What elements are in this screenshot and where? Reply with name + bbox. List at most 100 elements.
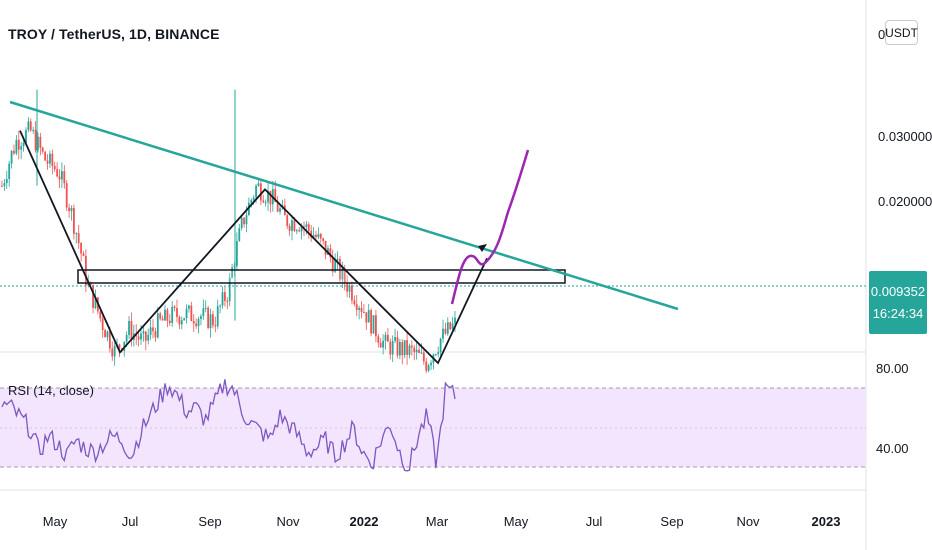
time-tick-label: 2023 — [812, 514, 841, 529]
candle-body — [202, 308, 205, 317]
candle-body — [106, 331, 109, 338]
candle-body — [303, 226, 305, 228]
candle-body — [276, 201, 279, 212]
candle-body — [27, 121, 30, 130]
countdown-timer: 16:24:34 — [872, 305, 924, 321]
candle-body — [17, 139, 20, 150]
candle-body — [355, 304, 358, 310]
candle-body — [439, 338, 442, 353]
candle-body — [375, 315, 377, 337]
price-axis[interactable]: 0.030000 0.020000 0 — [878, 27, 932, 209]
candle-body — [293, 220, 296, 232]
chart-title: TROY / TetherUS, 1D, BINANCE — [8, 26, 220, 42]
candle-body — [164, 309, 166, 321]
candle-body — [250, 199, 253, 203]
wave-pattern-drawing[interactable] — [19, 130, 488, 365]
candle-body — [149, 327, 152, 335]
candle-body — [32, 129, 35, 131]
candle-body — [238, 228, 241, 242]
candle-body — [44, 151, 47, 161]
candle-body — [430, 362, 432, 366]
candle-body — [176, 308, 178, 317]
candle-body — [61, 171, 63, 180]
candle-body — [22, 142, 25, 147]
time-tick-label: 2022 — [350, 514, 379, 529]
candle-body — [63, 171, 66, 184]
time-tick-label: Nov — [276, 514, 300, 529]
candle-body — [389, 341, 392, 355]
candle-body — [305, 224, 308, 228]
candle-body — [298, 230, 301, 232]
candle-body — [243, 217, 245, 225]
candle-body — [108, 331, 111, 349]
currency-button[interactable]: USDT — [885, 20, 918, 45]
candle-body — [73, 207, 75, 234]
candle-body — [197, 318, 200, 327]
candle-body — [130, 320, 133, 340]
candle-body — [339, 258, 341, 280]
candle-body — [401, 342, 404, 356]
candle-body — [188, 305, 190, 309]
candle-body — [235, 241, 238, 267]
candle-body — [70, 207, 73, 212]
candle-body — [454, 317, 456, 324]
support-zone[interactable] — [77, 269, 566, 284]
candle-body — [240, 217, 243, 229]
candle-body — [370, 310, 373, 334]
candle-body — [168, 320, 171, 323]
candle-body — [291, 220, 293, 231]
candle-body — [442, 328, 444, 339]
rsi-axis[interactable]: 80.00 40.00 — [876, 361, 909, 456]
last-price-badge: 0.009352 16:24:34 — [869, 271, 927, 334]
candle-body — [384, 334, 387, 341]
candle-body — [137, 336, 140, 340]
forecast-path[interactable] — [450, 149, 530, 305]
candle-body — [15, 139, 18, 154]
candle-body — [422, 352, 425, 362]
candle-body — [379, 342, 382, 348]
candle-body — [267, 190, 269, 203]
candle-body — [358, 307, 361, 310]
descending-trendline[interactable] — [9, 100, 679, 311]
time-tick-label: Nov — [736, 514, 760, 529]
candle-body — [247, 202, 250, 216]
candle-body — [118, 344, 121, 349]
candle-body — [56, 169, 59, 177]
candle-body — [195, 323, 198, 327]
candle-body — [310, 230, 313, 238]
candle-body — [343, 268, 346, 283]
candle-body — [171, 306, 174, 323]
candle-body — [8, 163, 11, 180]
candle-body — [113, 345, 116, 357]
candle-body — [140, 333, 142, 340]
candle-body — [406, 340, 408, 355]
candle-body — [46, 160, 49, 164]
candle-body — [312, 234, 315, 238]
candle-body — [92, 284, 94, 309]
time-tick-label: May — [504, 514, 529, 529]
candle-body — [408, 345, 411, 355]
candle-body — [101, 318, 104, 331]
candle-body — [382, 340, 384, 348]
rsi-tick-label: 80.00 — [876, 361, 909, 376]
candle-body — [322, 238, 325, 241]
candle-body — [317, 234, 320, 238]
candle-body — [351, 285, 353, 301]
candle-body — [231, 267, 233, 278]
candle-body — [128, 320, 130, 335]
candle-body — [300, 226, 303, 232]
candle-body — [161, 318, 164, 321]
candle-body — [200, 316, 202, 319]
candle-body — [451, 323, 454, 330]
time-axis[interactable]: May Jul Sep Nov 2022 Mar May Jul Sep Nov 2023 — [43, 514, 841, 529]
candle-body — [269, 190, 272, 205]
candle-body — [68, 207, 71, 212]
candle-body — [295, 230, 298, 232]
candle-body — [348, 285, 351, 292]
candle-body — [226, 300, 229, 302]
price-tick-label-top: 0 — [878, 27, 885, 42]
candle-body — [334, 260, 337, 273]
candle-body — [377, 336, 380, 343]
candle-body — [34, 129, 37, 151]
